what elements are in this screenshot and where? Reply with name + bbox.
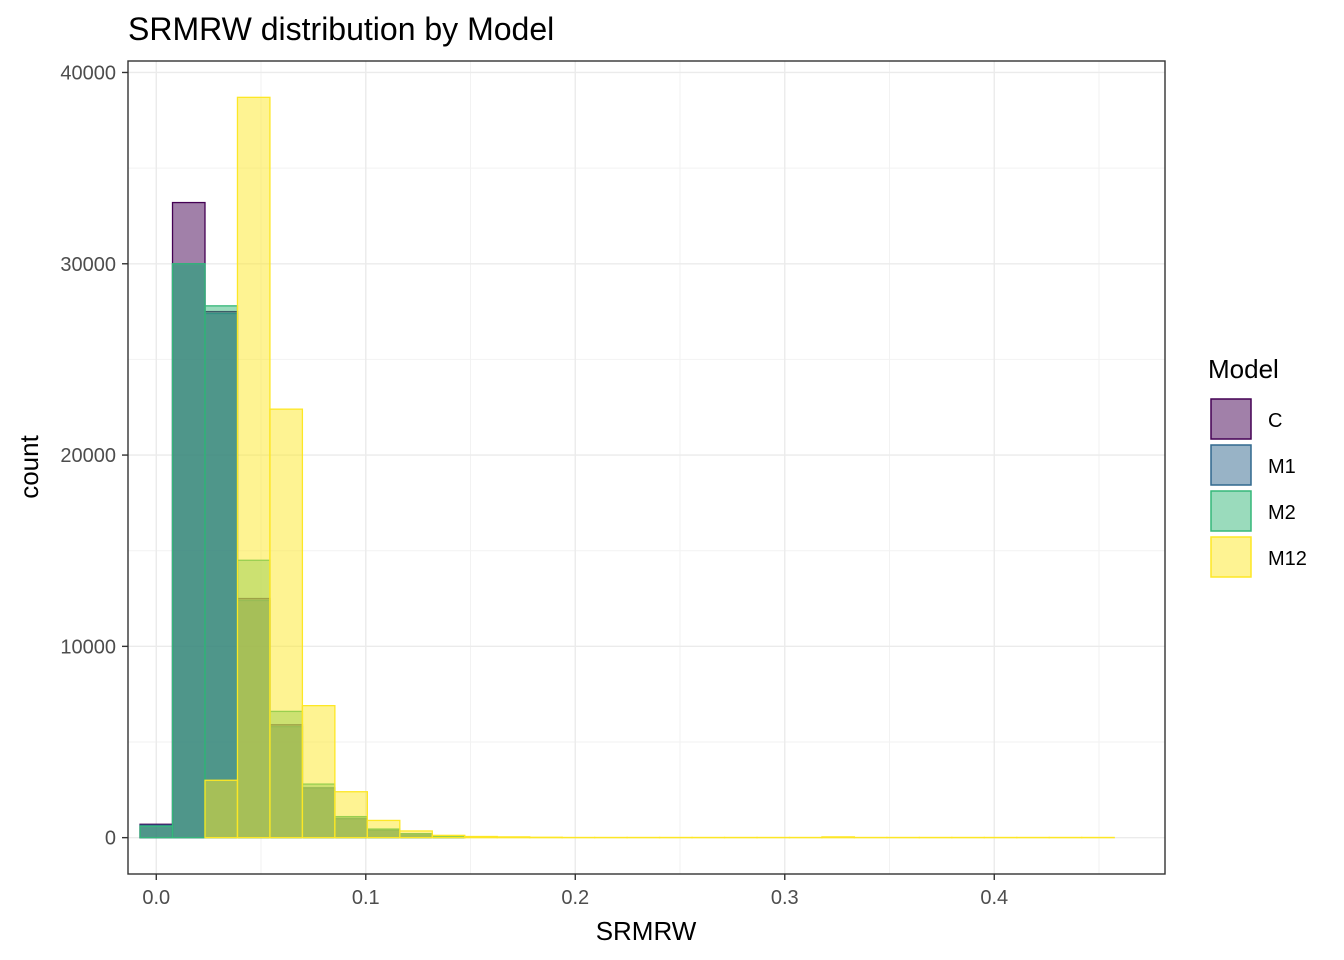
y-tick-label: 0 [105, 828, 116, 850]
bar-m12-2 [204, 779, 239, 839]
bar-m12-5 [301, 705, 336, 839]
x-axis: 0.0 0.1 0.2 0.3 0.4 [142, 874, 1008, 909]
y-axis-title: count [14, 434, 44, 498]
bar-m12-6 [334, 791, 368, 839]
x-tick-label: 0.2 [561, 887, 589, 909]
chart-title: SRMRW distribution by Model [128, 11, 554, 47]
legend-label-c: C [1268, 410, 1282, 432]
x-axis-title: SRMRW [596, 916, 697, 946]
legend-key-c [1210, 398, 1252, 440]
legend-key-m2 [1210, 490, 1252, 532]
x-tick-label: 0.1 [352, 887, 380, 909]
y-tick-label: 20000 [60, 445, 116, 467]
legend-label-m12: M12 [1268, 548, 1307, 570]
bar-m12-8 [399, 830, 433, 839]
legend: Model C M1 M2 M12 [1208, 354, 1307, 578]
bar-m12-7 [366, 819, 401, 839]
bar-m12-3 [236, 96, 271, 839]
bar-m2-0 [139, 825, 174, 839]
grid-minor [128, 61, 1165, 874]
bar-m12-11 [496, 836, 531, 839]
y-tick-label: 40000 [60, 62, 116, 84]
plot-border [127, 60, 1166, 875]
legend-label-m2: M2 [1268, 502, 1296, 524]
bar-m12-10 [464, 835, 498, 839]
y-tick-label: 30000 [60, 254, 116, 276]
y-axis: 0 10000 20000 30000 40000 [60, 62, 128, 850]
legend-key-m1 [1210, 444, 1252, 486]
x-tick-label: 0.3 [771, 887, 799, 909]
y-tick-label: 10000 [60, 636, 116, 658]
bars [139, 96, 1115, 839]
bar-m12-9 [431, 834, 466, 839]
bar-m2-2 [204, 305, 239, 839]
legend-label-m1: M1 [1268, 456, 1296, 478]
legend-key-m12 [1210, 536, 1252, 578]
bar-m12-4 [269, 408, 304, 839]
series-m12 [204, 96, 1115, 839]
x-tick-label: 0.4 [980, 887, 1008, 909]
bar-m2-1 [171, 263, 206, 839]
legend-title: Model [1208, 354, 1279, 384]
x-tick-label: 0.0 [142, 887, 170, 909]
bar-m12-21 [821, 836, 856, 839]
